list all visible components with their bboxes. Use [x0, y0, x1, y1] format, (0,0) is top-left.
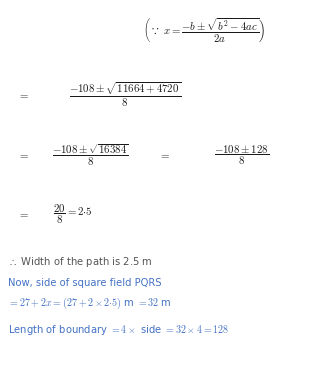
Text: $\therefore$ Width of the path is 2.5 m: $\therefore$ Width of the path is 2.5 m [8, 255, 153, 269]
Text: $=$: $=$ [159, 150, 170, 161]
Text: $\left(\because\ x = \dfrac{-b \pm \sqrt{b^2 - 4ac}}{2a}\right)$: $\left(\because\ x = \dfrac{-b \pm \sqrt… [143, 17, 265, 45]
Text: $=$: $=$ [18, 209, 30, 219]
Text: $\dfrac{-108 \pm 128}{8}$: $\dfrac{-108 \pm 128}{8}$ [214, 144, 269, 167]
Text: $\dfrac{-108 \pm \sqrt{11664 + 4720}}{8}$: $\dfrac{-108 \pm \sqrt{11664 + 4720}}{8}… [69, 81, 181, 109]
Text: $= 27 + 2x = (27 + 2 \times 2{\cdot}5)$ m $= 32$ m: $= 27 + 2x = (27 + 2 \times 2{\cdot}5)$ … [8, 296, 172, 311]
Text: Now, side of square field PQRS: Now, side of square field PQRS [8, 277, 162, 288]
Text: $=$: $=$ [18, 90, 30, 100]
Text: $\dfrac{20}{8} = 2{\cdot}5$: $\dfrac{20}{8} = 2{\cdot}5$ [53, 202, 92, 226]
Text: $=$: $=$ [18, 150, 30, 161]
Text: $\dfrac{-108 \pm \sqrt{16384}}{8}$: $\dfrac{-108 \pm \sqrt{16384}}{8}$ [52, 143, 129, 168]
Text: Length of boundary $= 4 \times$ side $= 32 \times 4 = 128$: Length of boundary $= 4 \times$ side $= … [8, 323, 229, 337]
